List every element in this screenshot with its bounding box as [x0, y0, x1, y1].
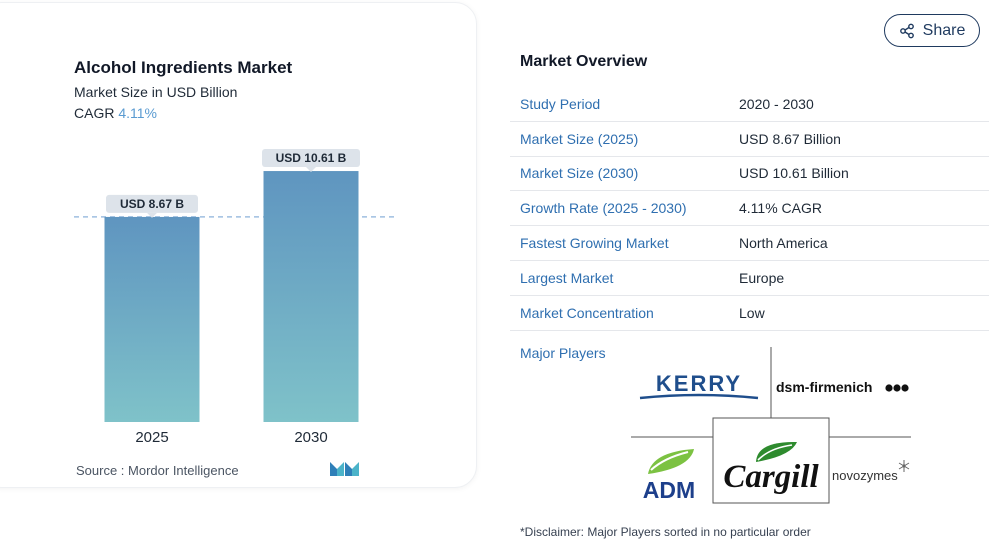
dsm-firmenich-logo: dsm-firmenich [776, 379, 872, 395]
adm-leaf-icon [648, 449, 694, 474]
data-label-bg [106, 194, 198, 213]
chart-card [0, 2, 477, 488]
row-value: North America [739, 235, 828, 252]
cargill-logo: Cargill [723, 459, 819, 495]
cargill-leaf-icon [756, 441, 797, 462]
overview-row: Market Concentration Low [510, 296, 989, 331]
chart-subtitle: Market Size in USD Billion [74, 84, 238, 100]
market-overview-table: Study Period 2020 - 2030 Market Size (20… [510, 87, 989, 331]
data-label: USD 10.61 B [276, 151, 347, 165]
row-value: Low [739, 304, 765, 321]
disclaimer: *Disclaimer: Major Players sorted in no … [520, 525, 811, 539]
row-label[interactable]: Market Size (2030) [520, 165, 639, 182]
market-overview-title: Market Overview [520, 53, 648, 70]
overview-row: Fastest Growing Market North America [510, 226, 989, 261]
novozymes-logo: novozymes [832, 468, 898, 483]
row-value: Europe [739, 269, 785, 286]
overview-row: Growth Rate (2025 - 2030) 4.11% CAGR [510, 191, 989, 227]
chart-source: Source : Mordor Intelligence [76, 463, 239, 478]
row-value: USD 10.61 Billion [739, 165, 849, 182]
row-value: 2020 - 2030 [739, 95, 814, 112]
share-icon [899, 23, 914, 38]
bar-2030 [263, 171, 359, 422]
row-label[interactable]: Market Concentration [520, 304, 654, 321]
row-value: 4.11% CAGR [739, 200, 822, 217]
data-label-notch [306, 167, 316, 173]
cagr-label: CAGR [74, 105, 115, 121]
mordor-intelligence-logo [330, 462, 359, 476]
cagr-value: 4.11% [118, 105, 158, 121]
overview-row: Largest Market Europe [510, 261, 989, 296]
share-button[interactable]: Share [884, 14, 980, 47]
data-label: USD 8.67 B [120, 197, 184, 211]
row-label[interactable]: Fastest Growing Market [520, 235, 669, 252]
dsm-dot-icon [901, 384, 909, 392]
kerry-logo: KERRY [656, 371, 742, 396]
major-players-label[interactable]: Major Players [520, 345, 606, 361]
novozymes-icon [898, 460, 910, 472]
x-tick-label: 2030 [294, 429, 327, 446]
row-label[interactable]: Largest Market [520, 269, 614, 286]
bar-chart: USD 8.67 B 2025 USD 10.61 B 2030 [74, 149, 395, 446]
overview-row: Study Period 2020 - 2030 [510, 87, 989, 122]
chart-title: Alcohol Ingredients Market [74, 58, 293, 77]
overview-row: Market Size (2030) USD 10.61 Billion [510, 157, 989, 192]
row-label[interactable]: Growth Rate (2025 - 2030) [520, 200, 687, 217]
row-value: USD 8.67 Billion [739, 130, 841, 147]
data-label-bg [262, 149, 360, 168]
overview-row: Market Size (2025) USD 8.67 Billion [510, 122, 989, 157]
row-label[interactable]: Market Size (2025) [520, 130, 639, 147]
row-label[interactable]: Study Period [520, 95, 601, 112]
bar-2025 [104, 216, 200, 422]
kerry-swoosh [639, 393, 759, 400]
chart-cagr: CAGR 4.11% [74, 105, 157, 121]
dsm-dot-icon [885, 384, 893, 392]
x-tick-label: 2025 [135, 429, 168, 446]
adm-logo: ADM [643, 477, 695, 503]
data-label-notch [147, 212, 157, 218]
share-label: Share [922, 21, 966, 39]
dsm-dot-icon [893, 384, 901, 392]
